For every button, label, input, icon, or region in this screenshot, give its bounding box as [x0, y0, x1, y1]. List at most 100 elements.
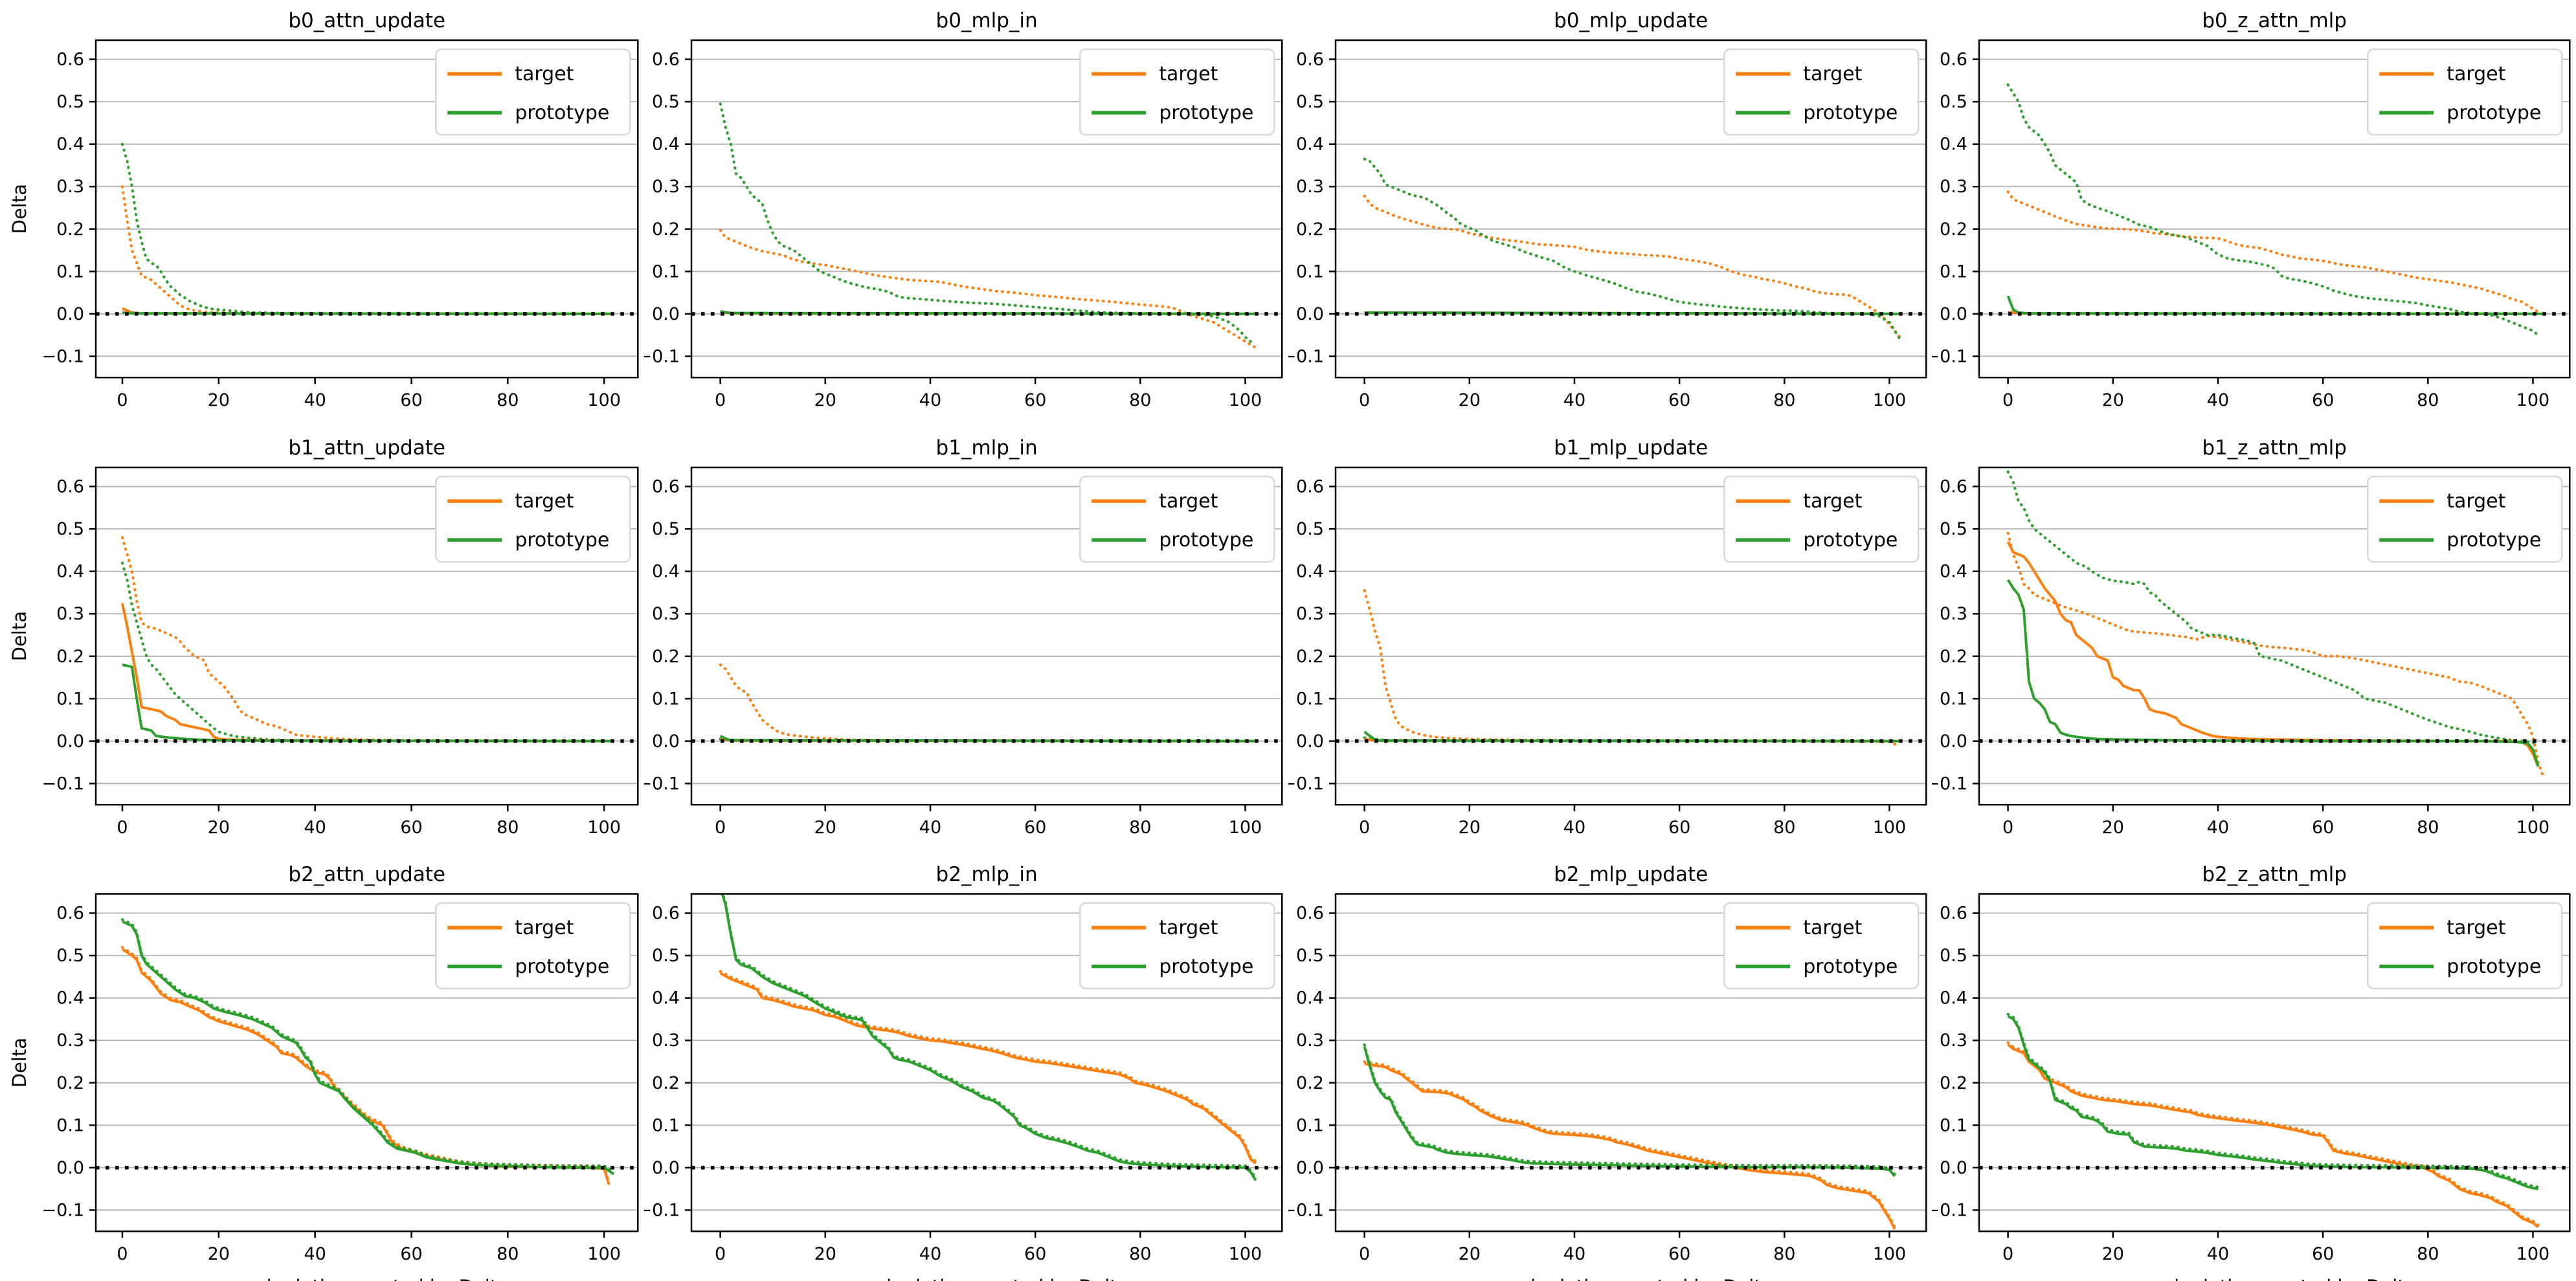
y-tick-label: 0.5: [1940, 946, 1967, 966]
x-tick-label: 20: [1458, 390, 1480, 410]
x-tick-label: 80: [1773, 818, 1795, 838]
series-group: [120, 918, 616, 1186]
axis-ticks: 0 20 40 60 80 100 0.6 0.5 0.4 0.3 0.2 0.1 0.0 −0.1: [41, 476, 620, 838]
y-tick-label: 0.0: [1296, 304, 1324, 324]
y-tick-label: 0.5: [652, 946, 680, 966]
legend-label-target: target: [1803, 490, 1862, 513]
x-tick-label: 40: [919, 1245, 941, 1265]
x-tick-label: 40: [1563, 818, 1585, 838]
subplot-b2_z_attn_mlp: 0 20 40 60 80 100 0.6 0.5 0.4 0.3 0.2 0.1 0.0 −0.1 b2_…: [1932, 863, 2571, 1281]
y-tick-label: 0.3: [652, 604, 680, 624]
y-tick-label: 0.1: [56, 262, 84, 282]
legend-label-prototype: prototype: [1803, 955, 1898, 978]
x-tick-label: 80: [497, 1245, 519, 1265]
subplot-title: b1_mlp_update: [1554, 436, 1708, 460]
legend-label-prototype: prototype: [1159, 529, 1253, 551]
series-prototype-solid-line: [721, 894, 1257, 1181]
series-prototype-dotted-line: [1363, 157, 1901, 341]
y-tick-label: 0.6: [56, 904, 84, 924]
x-tick-label: 20: [208, 1245, 230, 1265]
x-tick-label: 40: [1563, 390, 1585, 410]
subplot-b0_attn_update: 0 20 40 60 80 100 0.6 0.5 0.4 0.3 0.2 0.1 0.0 −0.1 b0_…: [8, 9, 639, 410]
y-tick-label: 0.5: [1940, 519, 1967, 539]
axes-spines: [95, 466, 639, 806]
axes-spines: [690, 893, 1283, 1232]
y-tick-label: −0.1: [1932, 774, 1967, 794]
axis-ticks: 0 20 40 60 80 100 0.6 0.5 0.4 0.3 0.2 0.1 0.0 −0.1: [1288, 904, 1906, 1265]
legend-label-prototype: prototype: [2447, 102, 2541, 124]
x-tick-label: 60: [2312, 818, 2334, 838]
series-group: [1363, 1043, 1896, 1231]
y-tick-label: 0.5: [1296, 946, 1324, 966]
axis-ticks: 0 20 40 60 80 100 0.6 0.5 0.4 0.3 0.2 0.1 0.0 −0.1: [1932, 50, 2549, 411]
series-prototype-solid-line: [1363, 1046, 1896, 1177]
axis-ticks: 0 20 40 60 80 100 0.6 0.5 0.4 0.3 0.2 0.1 0.0 −0.1: [41, 904, 620, 1265]
x-tick-label: 100: [1872, 818, 1906, 838]
x-tick-label: 60: [1024, 818, 1046, 838]
y-tick-label: −0.1: [41, 1201, 84, 1221]
legend-label-prototype: prototype: [1803, 102, 1898, 124]
y-tick-label: 0.2: [1296, 1073, 1324, 1093]
y-tick-label: 0.5: [56, 92, 84, 112]
axes-spines: [1334, 893, 1927, 1232]
x-tick-label: 80: [1129, 390, 1151, 410]
y-tick-label: 0.4: [1296, 561, 1324, 581]
y-tick-label: 0.1: [1940, 262, 1967, 282]
subplot-b1_attn_update: 0 20 40 60 80 100 0.6 0.5 0.4 0.3 0.2 0.1 0.0 −0.1 b1_…: [8, 436, 639, 838]
y-tick-label: −0.1: [1288, 774, 1324, 794]
x-tick-label: 0: [1359, 1245, 1370, 1265]
y-tick-label: 0.6: [652, 50, 680, 70]
x-tick-label: 20: [1458, 1245, 1480, 1265]
y-tick-label: 0.3: [652, 1031, 680, 1051]
y-tick-label: 0.3: [56, 604, 84, 624]
x-tick-label: 100: [587, 818, 621, 838]
x-tick-label: 80: [2417, 1245, 2439, 1265]
y-tick-label: 0.4: [1296, 135, 1324, 155]
subplot-title: b1_mlp_in: [935, 436, 1037, 460]
x-tick-label: 0: [117, 390, 128, 410]
series-prototype-dotted-line: [120, 142, 616, 316]
y-tick-label: 0.5: [56, 946, 84, 966]
axes-spines: [95, 39, 639, 379]
axis-ticks: 0 20 40 60 80 100 0.6 0.5 0.4 0.3 0.2 0.1 0.0 −0.1: [644, 904, 1262, 1265]
series-group: [719, 894, 1257, 1181]
series-prototype-dotted-line: [1363, 1043, 1896, 1176]
x-tick-label: 0: [1359, 818, 1370, 838]
subplot-title: b2_attn_update: [288, 863, 445, 886]
legend-label-target: target: [1803, 917, 1862, 939]
x-tick-label: 80: [497, 818, 519, 838]
legend: target prototype: [2367, 475, 2563, 563]
legend-label-prototype: prototype: [2447, 529, 2541, 551]
series-group: [2006, 1013, 2540, 1229]
subplot-b0_mlp_update: 0 20 40 60 80 100 0.6 0.5 0.4 0.3 0.2 0.1 0.0 −0.1 b0_…: [1288, 9, 1927, 410]
y-tick-label: 0.2: [1296, 646, 1324, 666]
legend-label-prototype: prototype: [1159, 955, 1253, 978]
y-tick-label: 0.0: [652, 1158, 680, 1178]
axis-ticks: 0 20 40 60 80 100 0.6 0.5 0.4 0.3 0.2 0.1 0.0 −0.1: [644, 50, 1262, 411]
y-tick-label: 0.0: [652, 304, 680, 324]
x-tick-label: 60: [2312, 1245, 2334, 1265]
x-axis-label: manipulations sorted by Delta: [845, 1276, 1129, 1281]
y-tick-label: 0.1: [1296, 262, 1324, 282]
y-tick-label: 0.6: [1940, 476, 1967, 496]
series-target-dotted-line: [1363, 194, 1901, 339]
subplot-title: b1_attn_update: [288, 436, 445, 460]
y-tick-label: −0.1: [1288, 1201, 1324, 1221]
subplot-b2_mlp_in: 0 20 40 60 80 100 0.6 0.5 0.4 0.3 0.2 0.1 0.0 −0.1 b2_…: [644, 863, 1283, 1281]
y-tick-label: 0.4: [56, 135, 84, 155]
y-tick-label: 0.3: [1296, 177, 1324, 197]
y-tick-label: 0.0: [1940, 304, 1967, 324]
x-tick-label: 0: [2002, 818, 2013, 838]
subplot-title: b0_attn_update: [288, 9, 445, 32]
legend-label-prototype: prototype: [515, 102, 609, 124]
axis-ticks: 0 20 40 60 80 100 0.6 0.5 0.4 0.3 0.2 0.1 0.0 −0.1: [1288, 476, 1906, 838]
series-target-dotted-line: [2006, 1041, 2540, 1227]
series-prototype-dotted-line: [120, 561, 616, 742]
y-tick-label: 0.2: [1296, 219, 1324, 239]
legend: target prototype: [434, 475, 631, 563]
x-axis-label: manipulations sorted by Delta: [225, 1276, 509, 1281]
axes-spines: [1978, 466, 2571, 806]
y-tick-label: 0.5: [652, 92, 680, 112]
legend-label-target: target: [515, 917, 574, 939]
